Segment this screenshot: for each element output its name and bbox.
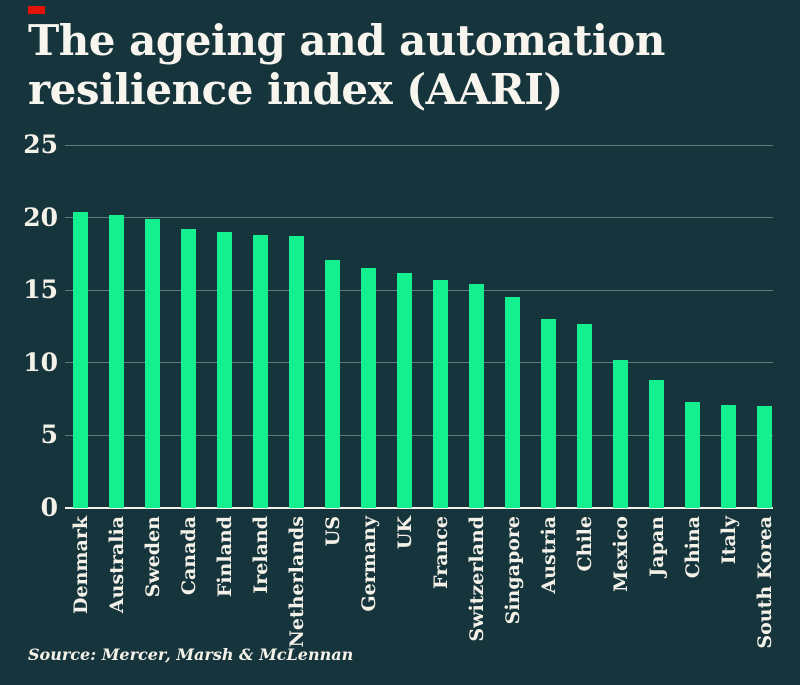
gridline-15 [65,289,773,291]
gridline-25 [65,144,773,146]
x-axis-label-china: China [681,516,704,579]
x-axis-line [65,507,773,509]
x-axis-label-japan: Japan [645,516,668,577]
chart-title: The ageing and automation resilience ind… [28,16,665,114]
x-axis-label-switzerland: Switzerland [465,516,488,642]
bar-china [685,402,700,508]
x-axis-label-netherlands: Netherlands [285,516,308,648]
gridline-10 [65,362,773,364]
bar-mexico [613,359,628,508]
bar-chile [577,323,592,508]
chart-title-line2: resilience index (AARI) [28,65,563,114]
x-axis-label-italy: Italy [717,516,740,565]
x-axis-label-uk: UK [393,516,416,550]
bar-netherlands [289,236,304,508]
bar-canada [181,229,196,508]
x-axis-label-singapore: Singapore [501,516,524,625]
source-note: Source: Mercer, Marsh & McLennan [28,645,354,664]
bar-italy [721,404,736,508]
bar-ireland [253,235,268,508]
brand-accent-mark [28,6,45,14]
x-axis-label-germany: Germany [357,516,380,612]
x-axis-label-mexico: Mexico [609,516,632,592]
x-axis-label-sweden: Sweden [141,516,164,598]
x-axis-label-austria: Austria [537,516,560,594]
gridline-20 [65,217,773,219]
gridline-5 [65,434,773,436]
bar-finland [217,232,232,508]
x-axis-label-south-korea: South Korea [753,516,776,649]
bar-australia [109,214,124,508]
bar-japan [649,380,664,508]
y-axis-tick-label-15: 15 [23,275,58,305]
bar-austria [541,319,556,508]
y-axis-tick-label-5: 5 [40,420,58,450]
bar-south-korea [757,406,772,508]
x-axis-label-canada: Canada [177,516,200,596]
y-axis-tick-label-25: 25 [23,130,58,159]
x-axis-label-us: US [321,516,344,547]
y-axis-tick-label-10: 10 [23,347,58,377]
x-axis-label-chile: Chile [573,516,596,572]
x-axis-label-denmark: Denmark [69,516,92,614]
x-axis-label-finland: Finland [213,516,236,598]
chart-title-line1: The ageing and automation [28,16,665,65]
bar-france [433,280,448,508]
bar-uk [397,272,412,508]
x-axis-label-australia: Australia [105,516,128,614]
plot-area: 0 5 10 15 20 25 Denmark Australia Sweden Canada Fi… [23,130,775,649]
y-axis-tick-label-20: 20 [23,202,58,232]
x-axis-label-ireland: Ireland [249,516,272,594]
bar-denmark [73,211,88,508]
x-axis-label-france: France [429,516,452,589]
bar-us [325,259,340,508]
bar-switzerland [469,284,484,508]
bar-singapore [505,297,520,508]
y-axis-tick-label-0: 0 [40,493,58,522]
bar-sweden [145,219,160,508]
bar-germany [361,268,376,508]
